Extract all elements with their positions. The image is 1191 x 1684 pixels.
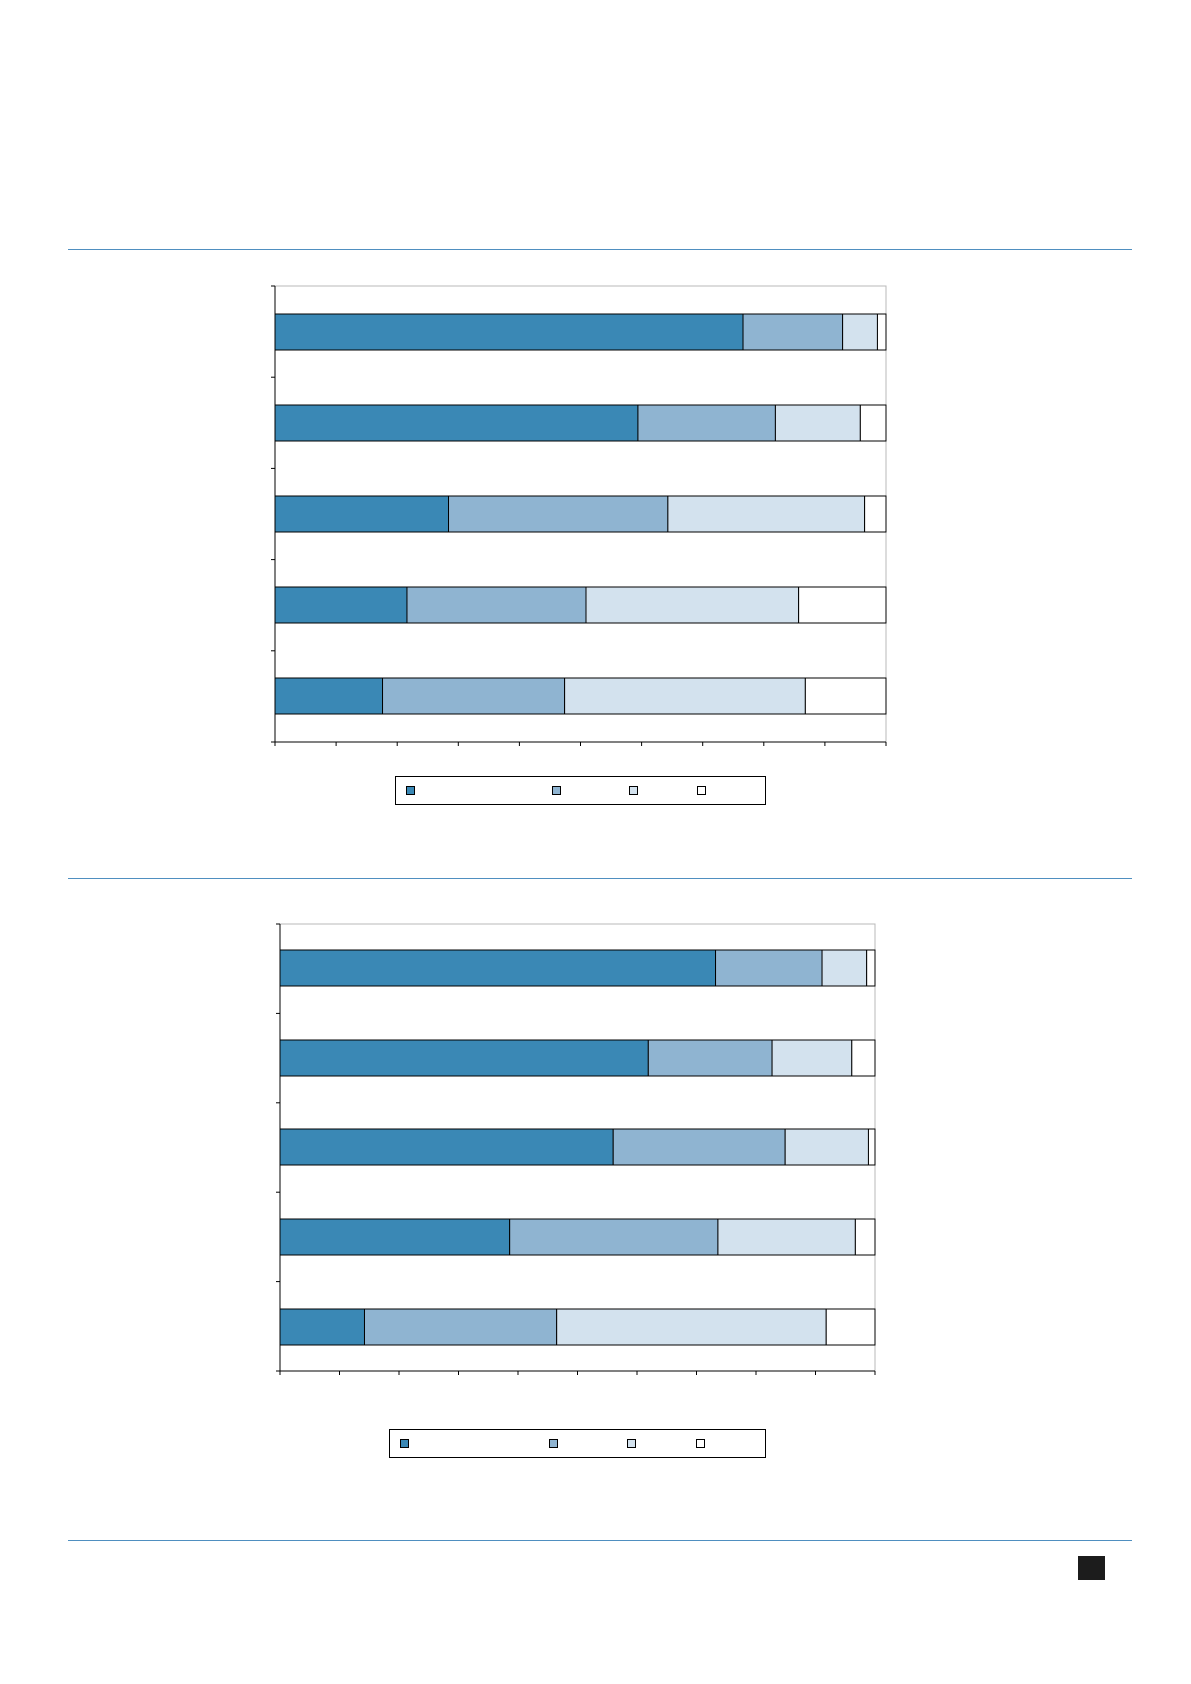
bar-segment-series-2 [647,1039,773,1077]
section-divider-bottom [68,1540,1132,1541]
bar-segment-series-2 [509,1218,719,1256]
legend-swatch-series-2 [549,1439,558,1448]
bar-segment-series-1 [279,1039,649,1077]
bar-segment-series-1 [279,1218,511,1256]
bar-segment-series-3 [717,1218,856,1256]
bar-segment-series-4 [851,1039,876,1077]
bar-segment-series-2 [715,949,823,987]
chart-1-legend [395,776,766,805]
bar-segment-series-4 [859,404,887,442]
stacked-bar-chart-2 [276,923,876,1375]
legend-swatch-series-3 [627,1439,636,1448]
legend-swatch-series-2 [552,786,561,795]
bar-segment-series-3 [821,949,868,987]
bar-segment-series-1 [274,677,384,715]
bar-segment-series-2 [448,495,669,533]
section-divider-middle [68,878,1132,879]
bar-segment-series-3 [585,586,800,624]
bar-segment-series-2 [612,1128,786,1166]
bar-segment-series-3 [774,404,861,442]
bar-segment-series-4 [798,586,887,624]
bar-segment-series-1 [274,404,639,442]
page-marker [1078,1556,1105,1580]
bar-segment-series-3 [556,1308,827,1346]
bar-segment-series-4 [876,313,887,351]
bar-segment-series-4 [866,949,876,987]
bar-segment-series-4 [854,1218,876,1256]
section-divider-top [68,249,1132,250]
legend-swatch-series-1 [406,786,415,795]
bar-segment-series-3 [771,1039,853,1077]
bar-segment-series-3 [564,677,806,715]
bar-segment-series-3 [842,313,878,351]
bar-segment-series-1 [274,495,450,533]
stacked-bar-chart-1 [271,285,887,746]
bar-segment-series-4 [825,1308,876,1346]
bar-segment-series-4 [804,677,887,715]
legend-swatch-series-4 [696,1439,705,1448]
bar-segment-series-4 [867,1128,876,1166]
legend-swatch-series-1 [400,1439,409,1448]
bar-segment-series-1 [279,1308,365,1346]
bar-segment-series-2 [363,1308,558,1346]
bar-segment-series-2 [382,677,566,715]
bar-segment-series-1 [279,1128,614,1166]
bar-segment-series-2 [637,404,776,442]
bar-segment-series-1 [279,949,717,987]
bar-segment-series-3 [667,495,866,533]
legend-swatch-series-3 [629,786,638,795]
chart-2-legend [389,1429,766,1458]
legend-swatch-series-4 [697,786,706,795]
bar-segment-series-3 [784,1128,869,1166]
bar-segment-series-4 [864,495,887,533]
